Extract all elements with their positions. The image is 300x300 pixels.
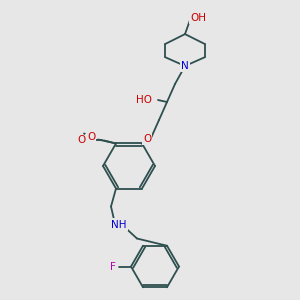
Text: O: O: [86, 136, 94, 146]
Text: NH: NH: [111, 220, 127, 230]
Text: N: N: [181, 61, 189, 71]
Text: OH: OH: [190, 13, 206, 23]
Text: HO: HO: [136, 95, 152, 105]
Text: O: O: [87, 133, 95, 142]
Text: O: O: [78, 136, 86, 146]
Text: F: F: [110, 262, 116, 272]
Text: O: O: [143, 134, 151, 144]
